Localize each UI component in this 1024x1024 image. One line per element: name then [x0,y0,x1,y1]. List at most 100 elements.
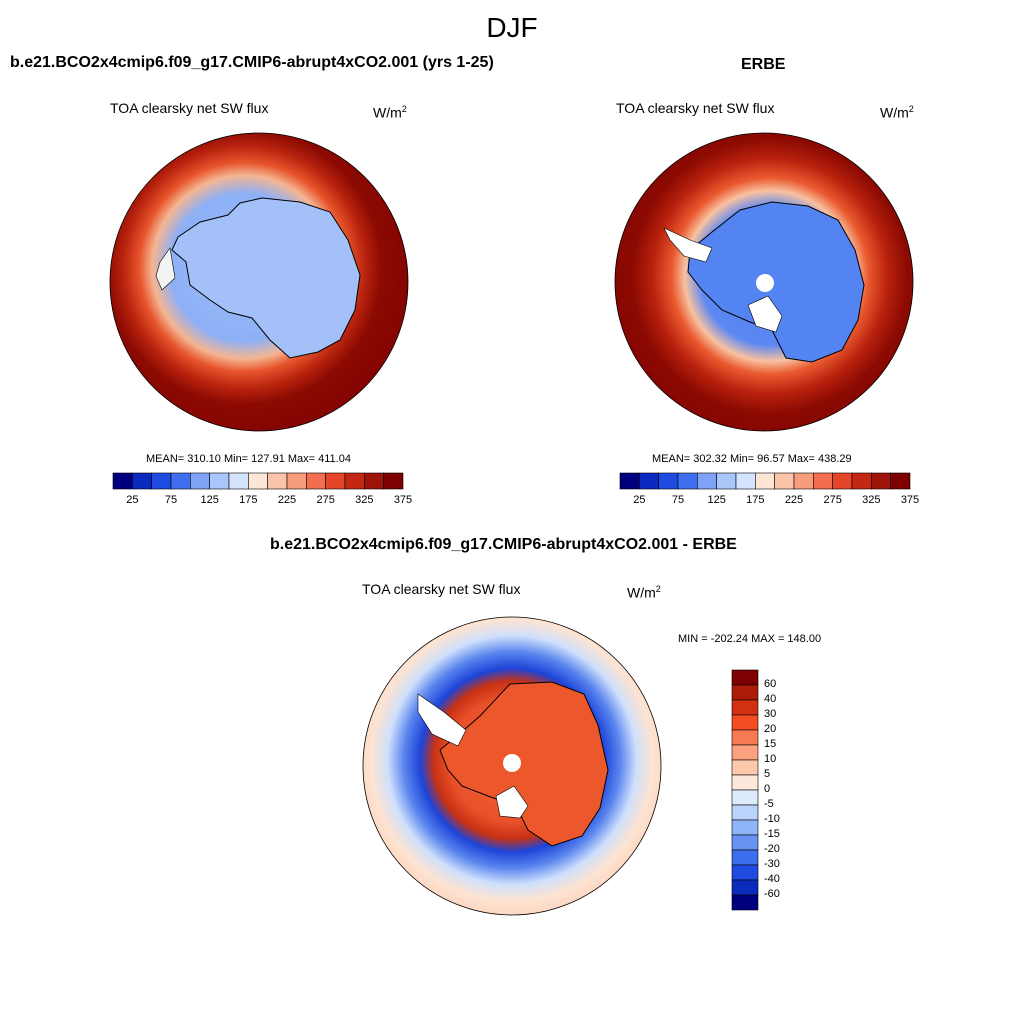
obs-colorbar-tick-label: 175 [746,494,765,506]
model-colorbar-swatch [170,472,191,490]
model-colorbar-tick-label: 225 [277,494,297,506]
diff-units-label: W/m2 [627,584,661,601]
model-colorbar-swatch [286,472,307,490]
obs-case-title: ERBE [741,56,786,73]
obs-colorbar-tick-label: 125 [707,494,726,506]
model-colorbar-swatch [325,472,346,490]
obs-colorbar-swatch [658,472,679,490]
diff-colorbar-tick-label: -40 [764,873,780,885]
model-colorbar-swatch [364,472,384,490]
diff-colorbar-tick-label: 20 [764,723,777,735]
diff-colorbar-tick-label: -5 [764,798,774,810]
diff-colorbar-swatch [731,879,759,896]
obs-colorbar-swatch [755,472,775,490]
model-colorbar-tick-label: 275 [316,494,335,506]
diff-antarctica-coastline [439,681,609,847]
diff-colorbar-tick-label: -15 [764,828,780,840]
obs-colorbar-swatch [697,472,717,490]
diff-colorbar-tick-label: 60 [764,678,777,690]
diff-colorbar-tick-label: -20 [764,843,780,855]
diff-colorbar [731,669,759,911]
diff-colorbar-swatch [731,759,759,776]
diff-colorbar-swatch [731,789,759,806]
obs-colorbar-tick-label: 275 [823,494,842,506]
diff-colorbar-swatch [731,894,759,911]
obs-colorbar-swatch [716,472,737,490]
obs-colorbar [619,472,911,490]
model-stats: MEAN= 310.10 Min= 127.91 Max= 411.04 [146,453,351,465]
model-colorbar-swatch [383,472,404,490]
diff-colorbar-swatch [731,744,759,761]
diff-colorbar-tick-label: -60 [764,888,780,900]
obs-units-label: W/m2 [880,104,914,121]
diff-colorbar-swatch [731,714,759,731]
diff-colorbar-tick-label: 0 [764,783,771,795]
diff-colorbar-swatch [731,699,759,716]
model-colorbar-swatch [190,472,210,490]
diff-colorbar-tick-label: 30 [764,708,777,720]
model-antarctica-coastline [171,197,361,359]
obs-antarctica-coastline [687,201,865,363]
diff-colorbar-tick-label: 10 [764,753,777,765]
diff-colorbar-swatch [731,729,759,746]
model-colorbar-swatch [267,472,288,490]
diff-stats: MIN = -202.24 MAX = 148.00 [678,633,822,645]
figure-title: DJF [486,12,538,43]
model-colorbar-tick-label: 125 [200,494,219,506]
model-variable-label: TOA clearsky net SW flux [110,100,269,116]
model-polar-map [109,132,409,432]
obs-colorbar-swatch [639,472,659,490]
diff-colorbar-swatch [731,804,759,821]
obs-colorbar-swatch [677,472,698,490]
diff-colorbar-swatch [731,864,759,881]
obs-variable-label: TOA clearsky net SW flux [616,100,775,116]
obs-polar-map [614,132,914,432]
obs-stats: MEAN= 302.32 Min= 96.57 Max= 438.29 [652,453,852,465]
diff-colorbar-tick-label: -10 [764,813,780,825]
obs-colorbar-tick-label: 325 [862,494,881,506]
obs-colorbar-tick-label: 25 [633,494,646,506]
model-colorbar-tick-label: 325 [355,494,374,506]
diff-colorbar-swatch [731,849,759,866]
obs-colorbar-tick-label: 375 [900,494,920,506]
diff-colorbar-swatch [731,684,759,701]
diff-colorbar-swatch [731,834,759,851]
obs-colorbar-swatch [793,472,814,490]
obs-colorbar-swatch [832,472,853,490]
obs-colorbar-swatch [851,472,872,490]
diff-colorbar-swatch [731,819,759,836]
obs-colorbar-tick-label: 75 [671,494,685,506]
model-colorbar-swatch [112,472,133,490]
model-colorbar-tick-label: 25 [126,494,139,506]
diff-case-title: b.e21.BCO2x4cmip6.f09_g17.CMIP6-abrupt4x… [270,536,737,553]
model-colorbar-tick-label: 375 [393,494,413,506]
diff-colorbar-tick-label: 40 [764,693,777,705]
model-case-title: b.e21.BCO2x4cmip6.f09_g17.CMIP6-abrupt4x… [10,54,494,71]
diff-colorbar-swatch [731,669,759,686]
diff-colorbar-tick-label: 15 [764,738,777,750]
model-colorbar-tick-label: 175 [239,494,258,506]
model-colorbar-swatch [306,472,326,490]
model-colorbar-swatch [228,472,249,490]
obs-colorbar-swatch [735,472,756,490]
obs-colorbar-swatch [774,472,795,490]
model-units-label: W/m2 [373,104,407,121]
diff-colorbar-tick-label: -30 [764,858,780,870]
model-colorbar [112,472,404,490]
model-colorbar-swatch [151,472,172,490]
obs-colorbar-swatch [871,472,891,490]
obs-colorbar-tick-label: 225 [784,494,804,506]
model-colorbar-swatch [248,472,268,490]
diff-polar-map [362,616,662,916]
obs-colorbar-swatch [890,472,911,490]
model-colorbar-tick-label: 75 [164,494,178,506]
diff-colorbar-tick-label: 5 [764,768,771,780]
model-colorbar-swatch [344,472,365,490]
diff-variable-label: TOA clearsky net SW flux [362,581,521,597]
obs-colorbar-swatch [619,472,640,490]
diff-colorbar-swatch [731,774,759,791]
model-colorbar-swatch [209,472,230,490]
obs-colorbar-swatch [813,472,833,490]
model-colorbar-swatch [132,472,152,490]
